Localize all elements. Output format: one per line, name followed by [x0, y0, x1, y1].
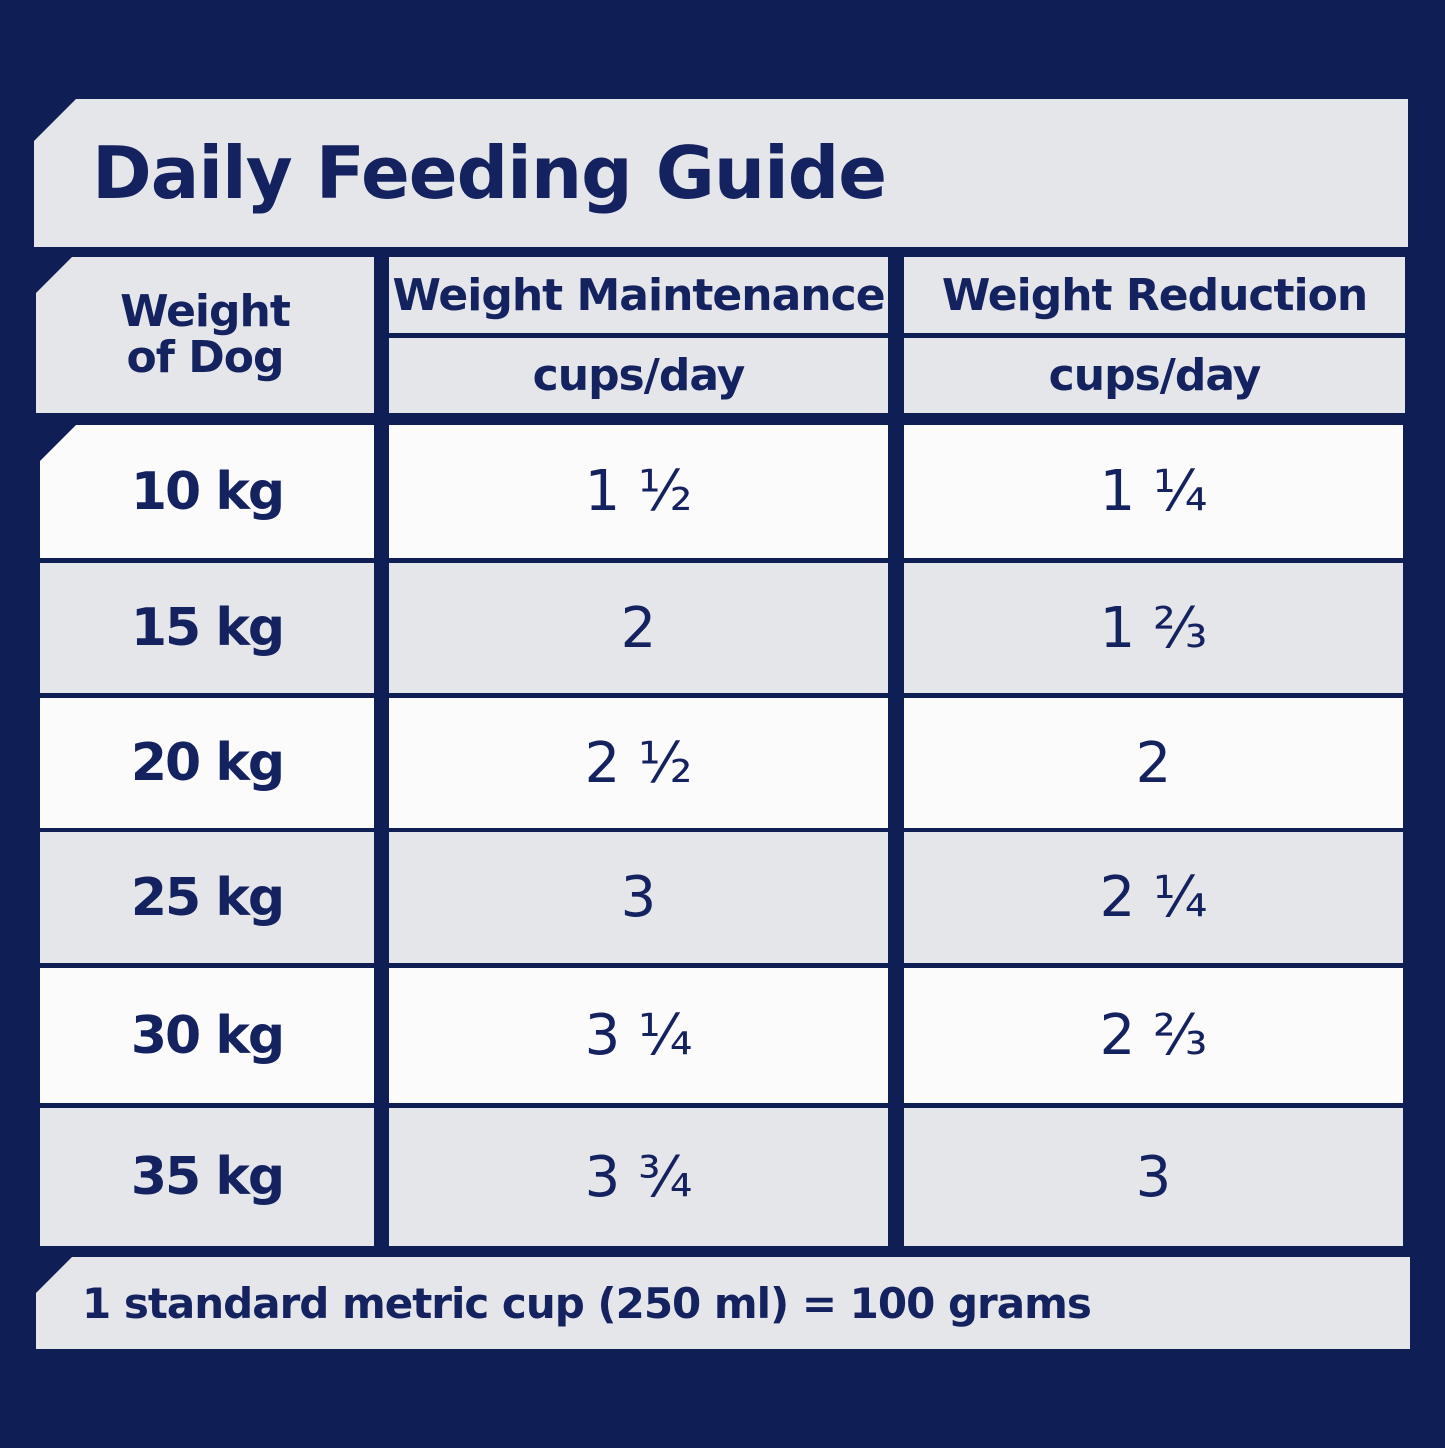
header-weight-line1: Weight [120, 286, 291, 337]
header-maintenance-unit: cups/day [389, 338, 888, 413]
row-weight: 35 kg [40, 1108, 374, 1246]
row-maintenance: 2 [389, 563, 888, 693]
row-reduction: 3 [904, 1108, 1403, 1246]
row-weight: 15 kg [40, 563, 374, 693]
header-maintenance: Weight Maintenance [389, 257, 888, 333]
row-weight: 30 kg [40, 968, 374, 1103]
header-reduction: Weight Reduction [904, 257, 1405, 333]
header-weight-of-dog: Weight of Dog [36, 257, 374, 413]
row-weight: 25 kg [40, 832, 374, 963]
header-weight-line2: of Dog [126, 332, 285, 383]
row-reduction: 1 ⅔ [904, 563, 1403, 693]
row-weight: 10 kg [40, 425, 374, 558]
header-reduction-unit: cups/day [904, 338, 1405, 413]
row-reduction: 2 ¼ [904, 832, 1403, 963]
row-reduction: 2 ⅔ [904, 968, 1403, 1103]
footer-note: 1 standard metric cup (250 ml) = 100 gra… [36, 1257, 1410, 1349]
page-title: Daily Feeding Guide [34, 99, 1408, 247]
row-reduction: 1 ¼ [904, 425, 1403, 558]
row-maintenance: 2 ½ [389, 698, 888, 828]
row-maintenance: 1 ½ [389, 425, 888, 558]
row-maintenance: 3 ¼ [389, 968, 888, 1103]
row-weight: 20 kg [40, 698, 374, 828]
row-maintenance: 3 ¾ [389, 1108, 888, 1246]
row-reduction: 2 [904, 698, 1403, 828]
row-maintenance: 3 [389, 832, 888, 963]
